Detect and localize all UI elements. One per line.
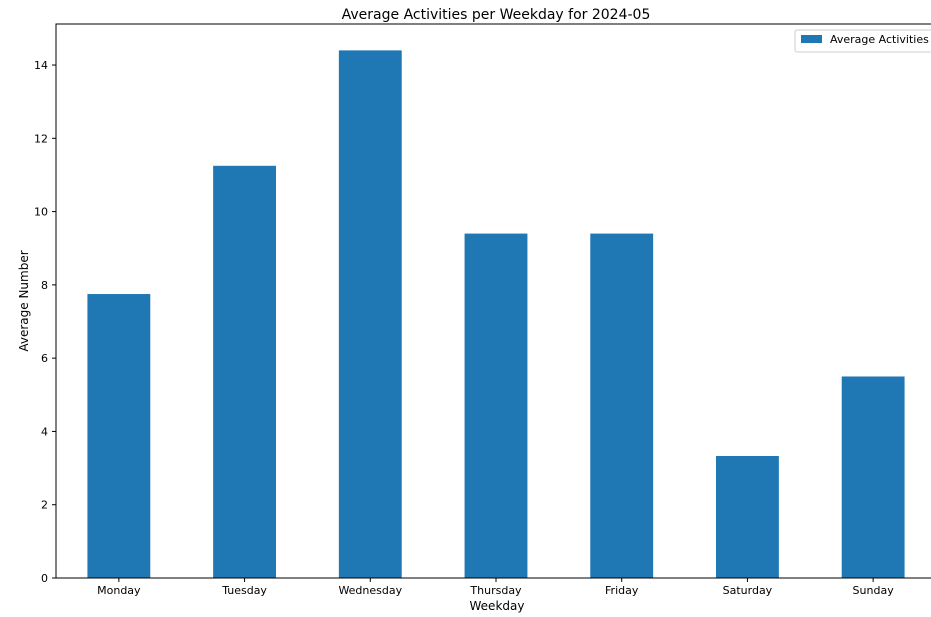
x-tick-label-friday: Friday (605, 584, 639, 597)
bar-group (87, 50, 905, 579)
y-tick-label: 10 (34, 206, 48, 219)
y-tick-label: 6 (41, 352, 48, 365)
bar-friday (590, 233, 654, 578)
y-axis-label: Average Number (17, 250, 31, 351)
y-tick-label: 14 (34, 59, 48, 72)
legend-swatch-average-activities (801, 35, 822, 43)
x-tick-label-thursday: Thursday (469, 584, 522, 597)
legend-box (794, 29, 931, 53)
y-tick-label: 0 (41, 572, 48, 585)
y-tick-label: 12 (34, 132, 48, 145)
x-tick-label-tuesday: Tuesday (221, 584, 267, 597)
bar-sunday (841, 376, 905, 578)
y-tick-label: 4 (41, 425, 48, 438)
x-tick-label-saturday: Saturday (723, 584, 773, 597)
plot-frame (55, 23, 931, 579)
bar-wednesday (338, 50, 402, 578)
x-axis: Monday Tuesday Wednesday Thursday Friday Satu… (97, 578, 894, 597)
x-axis-label: Weekday (470, 599, 525, 613)
bar-saturday (716, 455, 779, 578)
y-axis: 0 2 4 6 8 10 12 14 (34, 59, 56, 585)
x-tick-label-wednesday: Wednesday (338, 584, 402, 597)
legend: Average Activities (794, 29, 931, 53)
y-tick-label: 2 (41, 499, 48, 512)
bar-thursday (464, 233, 528, 578)
x-tick-label-sunday: Sunday (853, 584, 895, 597)
x-tick-label-monday: Monday (97, 584, 141, 597)
y-tick-label: 8 (41, 279, 48, 292)
chart-title: Average Activities per Weekday for 2024-… (342, 7, 651, 23)
bar-tuesday (213, 165, 276, 579)
legend-label: Average Activities (830, 33, 929, 46)
bar-monday (87, 294, 151, 578)
